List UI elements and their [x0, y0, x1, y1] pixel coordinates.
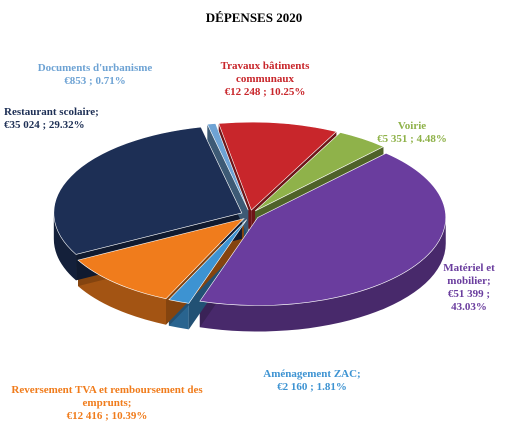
category-label: Restaurant scolaire; — [4, 106, 99, 118]
value-label: €2 160 ; 1.81% — [277, 381, 347, 393]
value-label: €12 248 ; 10.25% — [224, 86, 306, 98]
slice-label: Travaux bâtiments communaux €12 248 ; 10.… — [195, 60, 335, 99]
slice — [53, 126, 243, 255]
slice — [199, 152, 447, 306]
category-label: Documents d'urbanisme — [37, 62, 153, 74]
slice-label: Matériel et mobilier; €51 399 ; 43.03% — [430, 262, 508, 314]
slice-label: Reversement TVA et remboursement des emp… — [2, 384, 212, 423]
slice-side — [53, 212, 77, 281]
chart-title: DÉPENSES 2020 — [205, 10, 303, 25]
category-label: Aménagement ZAC; — [263, 368, 361, 380]
slice — [218, 121, 338, 211]
value-label: €853 ; 0.71% — [64, 75, 126, 87]
slice-label: Restaurant scolaire; €35 024 ; 29.32% — [4, 106, 134, 132]
slice-label: Aménagement ZAC; €2 160 ; 1.81% — [232, 368, 392, 394]
slice-side — [199, 217, 446, 332]
slice — [77, 218, 245, 300]
category-label: Travaux bâtiments communaux — [220, 60, 310, 85]
value-label: €5 351 ; 4.48% — [377, 133, 447, 145]
value-label: €12 416 ; 10.39% — [66, 410, 148, 422]
slice-label: Documents d'urbanisme €853 ; 0.71% — [10, 62, 180, 88]
category-label: Matériel et mobilier; — [443, 262, 495, 287]
category-label: Voirie — [397, 120, 427, 132]
slice — [206, 123, 249, 211]
slice — [168, 219, 247, 304]
category-label: Reversement TVA et remboursement des emp… — [11, 384, 203, 409]
value-label: €35 024 ; 29.32% — [4, 119, 85, 131]
value-label: €51 399 ; 43.03% — [447, 288, 491, 313]
slice-label: Voirie €5 351 ; 4.48% — [362, 120, 462, 146]
slice — [254, 132, 385, 212]
